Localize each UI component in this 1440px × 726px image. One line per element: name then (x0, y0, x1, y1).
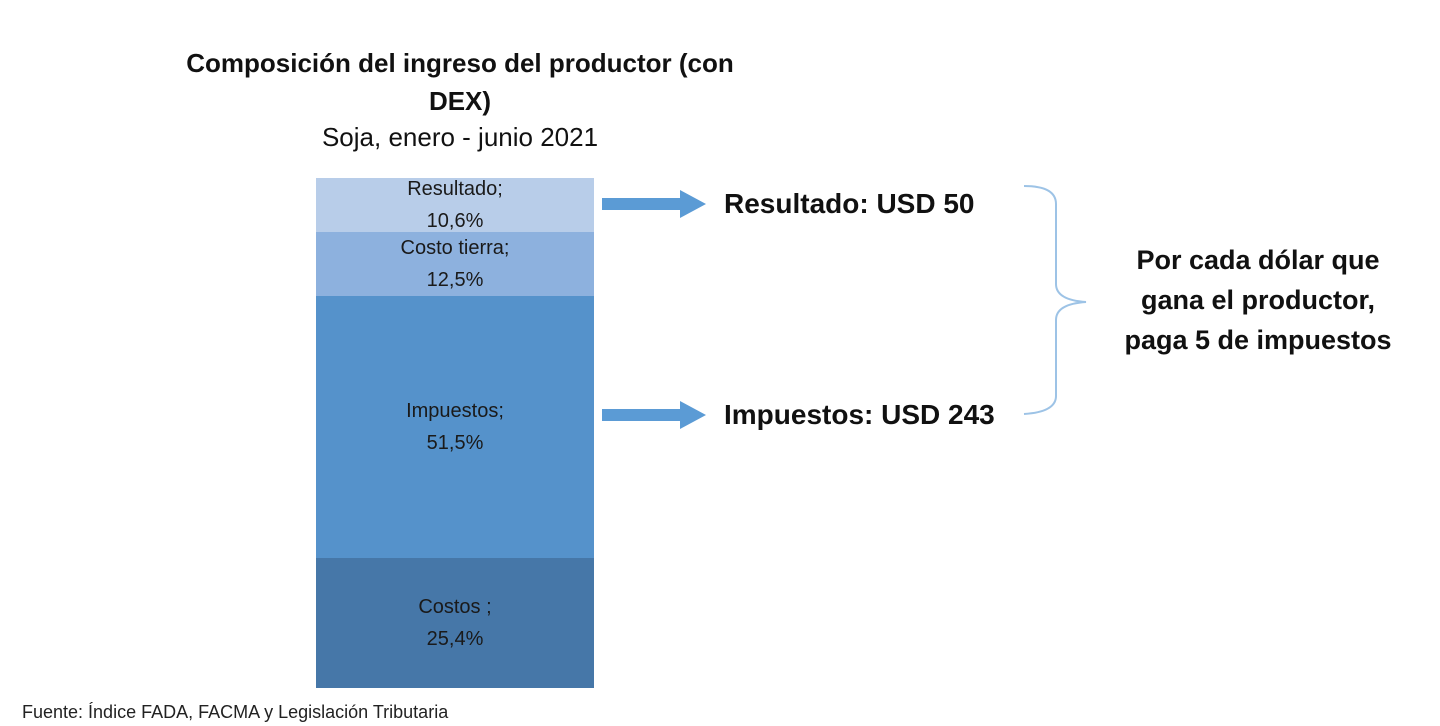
bar-segment-resultado: Resultado; 10,6% (316, 178, 594, 233)
arrow-resultado-icon (602, 190, 706, 218)
key-message-line-1: Por cada dólar que (1136, 245, 1380, 275)
segment-data-label: Resultado; 10,6% (316, 173, 594, 237)
arrow-impuestos-icon (602, 401, 706, 429)
segment-label-value: 10,6% (426, 210, 484, 233)
source-note: Fuente: Índice FADA, FACMA y Legislación… (22, 702, 449, 722)
segment-data-label: Costos ; 25,4% (316, 591, 594, 655)
bar-segment-costos: Costos ; 25,4% (316, 558, 594, 688)
chart-title-line-2: DEX) (428, 86, 492, 116)
chart-subtitle: Soja, enero - junio 2021 (321, 122, 599, 152)
segment-label-name: Impuestos; (406, 400, 504, 423)
segment-label-value: 12,5% (426, 268, 484, 291)
segment-data-label: Impuestos; 51,5% (316, 395, 594, 459)
chart-title: Composición del ingreso del productor (c… (160, 44, 760, 120)
segment-label-name: Costos ; (418, 596, 492, 619)
chart-title-line-1: Composición del ingreso del productor (c… (186, 48, 734, 78)
key-message: Por cada dólar que gana el productor, pa… (1098, 240, 1418, 360)
segment-label-name: Costo tierra; (400, 236, 510, 259)
resultado-callout: Resultado: USD 50 (724, 188, 975, 219)
key-message-line-2: gana el productor, (1140, 285, 1376, 315)
brace-icon (1023, 185, 1087, 415)
key-message-line-3: paga 5 de impuestos (1124, 325, 1392, 355)
segment-label-value: 51,5% (426, 432, 484, 455)
segment-label-name: Resultado; (407, 178, 503, 201)
impuestos-callout: Impuestos: USD 243 (724, 399, 995, 430)
bar-segment-impuestos: Impuestos; 51,5% (316, 295, 594, 559)
bar-segment-costo-tierra: Costo tierra; 12,5% (316, 232, 594, 296)
segment-label-value: 25,4% (426, 628, 484, 651)
stacked-bar: Costos ; 25,4% Impuestos; 51,5% Costo tierra… (316, 178, 594, 688)
segment-data-label: Costo tierra; 12,5% (316, 232, 594, 296)
